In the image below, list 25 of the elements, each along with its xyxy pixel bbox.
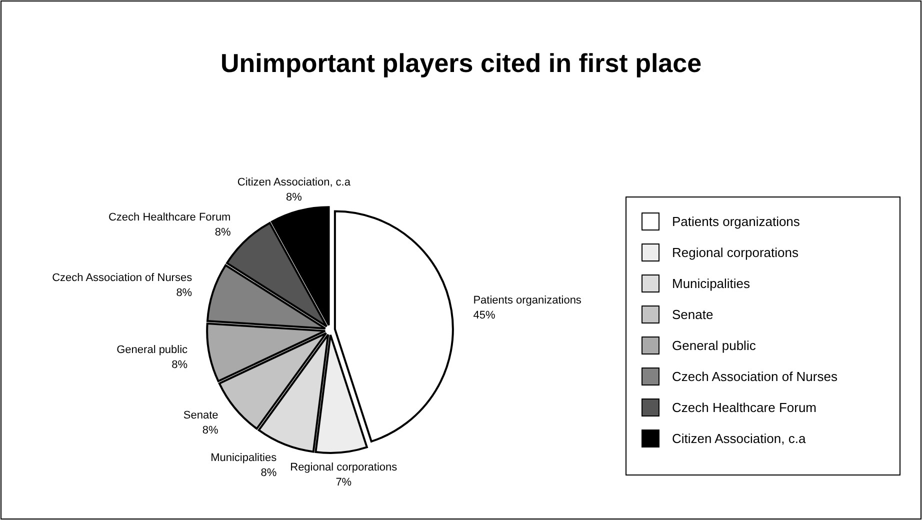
data-label: 8% [214, 226, 231, 238]
legend-label: Citizen Association, c.a [672, 431, 806, 446]
slice-label: General public [116, 344, 188, 356]
data-label: 45% [473, 309, 496, 322]
data-label: 7% [336, 476, 352, 488]
slice-label: Czech Healthcare Forum [108, 211, 231, 224]
legend-label: Senate [672, 307, 714, 322]
legend-label: Regional corporations [672, 245, 799, 260]
slice-label: Municipalities [210, 452, 278, 464]
legend-label: Czech Healthcare Forum [672, 400, 816, 415]
legend-label: Patients organizations [672, 214, 800, 229]
slice-label: Citizen Association, c.a [237, 176, 352, 189]
slice-label: Senate [183, 409, 218, 422]
data-label: 8% [202, 424, 218, 436]
data-label: 8% [176, 287, 192, 300]
data-label: 8% [286, 192, 302, 204]
slice-label: Czech Association of Nurses [52, 272, 193, 284]
legend-label: General public [672, 338, 756, 353]
slice-label: Regional corporations [290, 461, 398, 474]
slice-label: Patients organizations [473, 294, 582, 306]
data-label: 8% [260, 466, 277, 479]
data-label: 8% [172, 359, 188, 372]
legend-label: Municipalities [672, 276, 751, 291]
legend-label: Czech Association of Nurses [672, 369, 838, 384]
chart-title: Unimportant players cited in first place [220, 48, 702, 78]
